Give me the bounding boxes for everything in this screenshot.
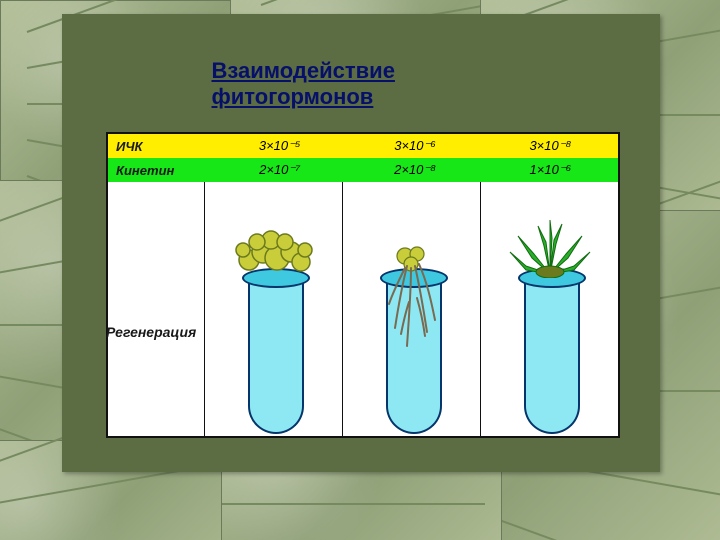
kin-val-1: 2×10⁻⁷: [212, 162, 347, 178]
iaa-val-3: 3×10⁻⁸: [483, 138, 618, 154]
panel-callus: [204, 182, 343, 436]
iaa-values: 3×10⁻⁵ 3×10⁻⁶ 3×10⁻⁸: [212, 138, 618, 154]
regeneration-label: Регенерация: [106, 324, 196, 340]
roots-icon: [377, 242, 447, 362]
page: Взаимодействие фитогормонов ИЧК 3×10⁻⁵ 3…: [0, 0, 720, 540]
slide-title: Взаимодействие фитогормонов: [212, 58, 511, 110]
content-panel: Взаимодействие фитогормонов ИЧК 3×10⁻⁵ 3…: [62, 14, 660, 472]
header-row-kinetin: Кинетин 2×10⁻⁷ 2×10⁻⁸ 1×10⁻⁶: [108, 158, 618, 182]
iaa-label: ИЧК: [108, 139, 212, 154]
kinetin-values: 2×10⁻⁷ 2×10⁻⁸ 1×10⁻⁶: [212, 162, 618, 178]
shoots-icon: [504, 218, 596, 278]
callus-mass-icon: [231, 228, 317, 276]
iaa-val-1: 3×10⁻⁵: [212, 138, 347, 154]
panels: Регенерация: [108, 182, 618, 436]
panel-roots: [342, 182, 481, 436]
header-row-iaa: ИЧК 3×10⁻⁵ 3×10⁻⁶ 3×10⁻⁸: [108, 134, 618, 158]
kin-val-3: 1×10⁻⁶: [483, 162, 618, 178]
iaa-val-2: 3×10⁻⁶: [347, 138, 482, 154]
tube-1: [242, 260, 306, 434]
kinetin-label: Кинетин: [108, 163, 212, 178]
panel-shoots: [480, 182, 620, 436]
kin-val-2: 2×10⁻⁸: [347, 162, 482, 178]
experiment-figure: ИЧК 3×10⁻⁵ 3×10⁻⁶ 3×10⁻⁸ Кинетин 2×10⁻⁷ …: [106, 132, 620, 438]
tube-3: [518, 260, 582, 434]
